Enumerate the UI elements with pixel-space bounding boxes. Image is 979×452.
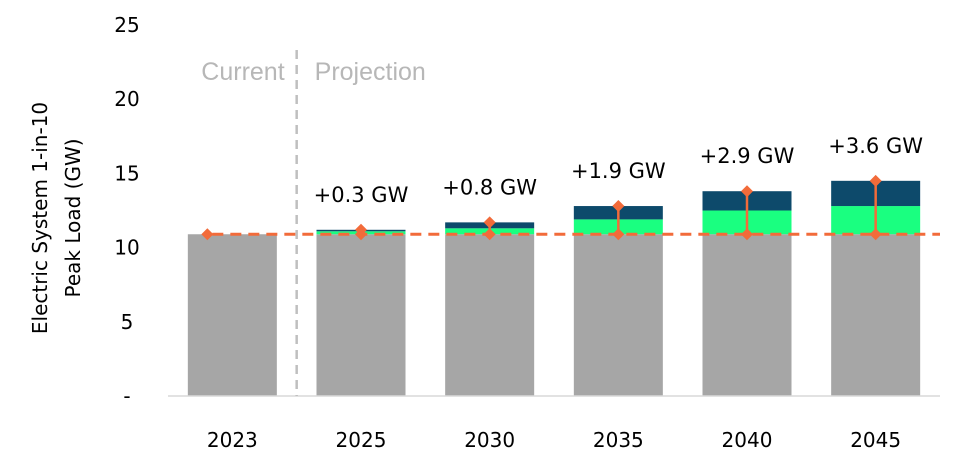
bar-segment (831, 234, 921, 396)
current-region-label: Current (201, 58, 284, 86)
diamond-marker (483, 228, 496, 241)
x-axis-ticks: 2023 2025 2030 2035 2040 2045 (207, 428, 901, 452)
y-axis-label: Electric System 1-in-10 Peak Load (GW) (28, 102, 85, 334)
data-label: +0.3 GW (314, 183, 409, 207)
increment-markers (201, 174, 882, 241)
diamond-marker (201, 228, 214, 241)
y-tick-label: 25 (114, 13, 139, 37)
x-tick-label: 2045 (850, 428, 901, 452)
x-tick-label: 2023 (207, 428, 258, 452)
y-tick-label: 20 (114, 87, 139, 111)
diamond-marker (869, 228, 882, 241)
data-label: +1.9 GW (571, 159, 666, 183)
data-label: +2.9 GW (700, 144, 795, 168)
diamond-marker (612, 200, 625, 213)
x-tick-label: 2035 (593, 428, 644, 452)
projection-region-label: Projection (315, 58, 426, 86)
bars (187, 180, 921, 396)
y-axis-ticks: - 5 10 15 20 25 (114, 13, 139, 408)
x-tick-label: 2040 (722, 428, 773, 452)
x-tick-label: 2025 (336, 428, 387, 452)
data-label: +3.6 GW (828, 134, 923, 158)
diamond-marker (612, 228, 625, 241)
diamond-marker (483, 216, 496, 229)
bar-segment (187, 234, 277, 396)
diamond-marker (741, 185, 753, 198)
data-labels: +0.3 GW +0.8 GW +1.9 GW +2.9 GW +3.6 GW (314, 134, 924, 207)
data-label: +0.8 GW (442, 175, 537, 199)
diamond-marker (355, 228, 367, 241)
bar-segment (316, 234, 406, 396)
bar-segment (573, 234, 663, 396)
diamond-marker (869, 174, 882, 187)
y-axis-label-line-1: Electric System 1-in-10 (28, 102, 52, 334)
bar-segment (702, 234, 792, 396)
y-tick-label: 5 (121, 310, 134, 334)
y-tick-label: 10 (114, 236, 139, 260)
y-tick-label: 15 (114, 161, 139, 185)
y-tick-label: - (123, 384, 130, 408)
bar-segment (445, 234, 535, 396)
y-axis-label-line-2: Peak Load (GW) (61, 138, 85, 297)
x-tick-label: 2030 (464, 428, 515, 452)
diamond-marker (741, 228, 753, 241)
